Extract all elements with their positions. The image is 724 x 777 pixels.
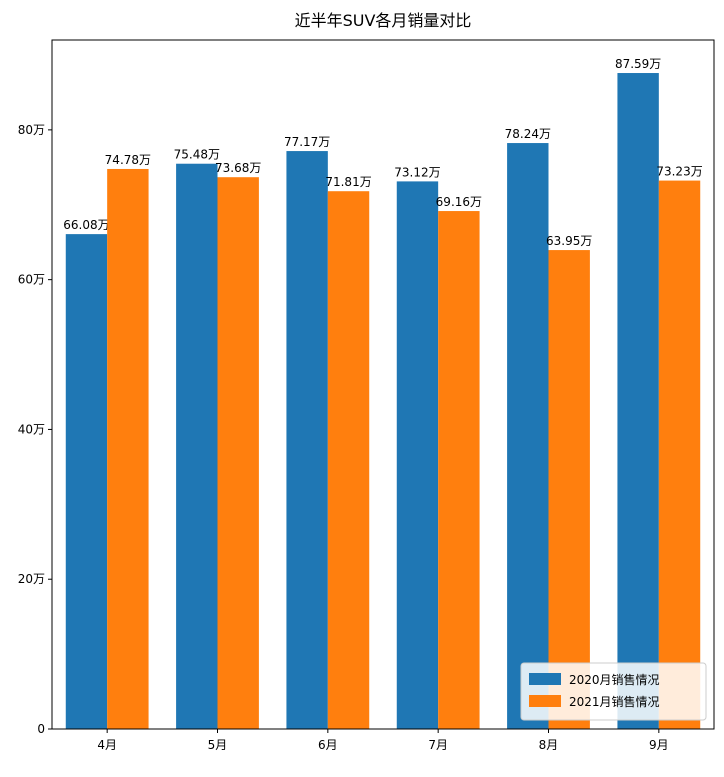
x-tick-label: 7月 bbox=[428, 738, 448, 752]
data-label-2020-4: 73.12万 bbox=[394, 165, 440, 179]
y-tick-label: 60万 bbox=[18, 273, 45, 287]
data-label-2021-2: 73.68万 bbox=[215, 161, 261, 175]
x-tick-label: 9月 bbox=[649, 738, 669, 752]
data-label-2021-1: 74.78万 bbox=[105, 153, 151, 167]
data-label-2021-4: 69.16万 bbox=[436, 195, 482, 209]
bar-2020-3 bbox=[286, 151, 328, 730]
bar-2020-5 bbox=[507, 143, 549, 730]
y-tick-label: 20万 bbox=[18, 572, 45, 586]
x-tick-label: 4月 bbox=[97, 738, 117, 752]
bar-2021-6 bbox=[658, 180, 701, 729]
legend-swatch-2021 bbox=[529, 695, 561, 707]
legend-label-2021: 2021月销售情况 bbox=[569, 694, 660, 709]
axes-frame bbox=[51, 39, 715, 730]
bar-2021-2 bbox=[217, 177, 259, 729]
data-label-2020-6: 87.59万 bbox=[615, 57, 661, 71]
chart-title: 近半年SUV各月销量对比 bbox=[295, 11, 472, 30]
data-label-2020-5: 78.24万 bbox=[505, 127, 551, 141]
data-label-2021-6: 73.23万 bbox=[656, 165, 702, 179]
data-label-2021-3: 71.81万 bbox=[325, 175, 371, 189]
legend: 2020月销售情况 2021月销售情况 bbox=[520, 662, 707, 721]
data-label-2021-5: 63.95万 bbox=[546, 234, 592, 248]
bar-2020-2 bbox=[176, 163, 218, 729]
bar-2021-5 bbox=[548, 250, 590, 729]
y-tick-label: 0 bbox=[37, 722, 45, 736]
bar-2021-1 bbox=[107, 168, 149, 729]
bar-2020-1 bbox=[65, 234, 108, 729]
legend-box bbox=[520, 662, 707, 721]
data-label-2020-3: 77.17万 bbox=[284, 135, 330, 149]
y-tick-label: 40万 bbox=[18, 422, 45, 436]
x-tick-label: 5月 bbox=[208, 738, 228, 752]
y-tick-label: 80万 bbox=[18, 123, 45, 137]
bar-2021-4 bbox=[438, 211, 480, 729]
bar-2021-3 bbox=[327, 191, 370, 729]
legend-label-2020: 2020月销售情况 bbox=[569, 672, 660, 687]
legend-swatch-2020 bbox=[529, 673, 561, 685]
data-label-2020-1: 66.08万 bbox=[63, 218, 109, 232]
bar-2020-4 bbox=[396, 181, 439, 729]
x-tick-label: 6月 bbox=[318, 738, 338, 752]
data-label-2020-2: 75.48万 bbox=[174, 148, 220, 162]
x-tick-label: 8月 bbox=[539, 738, 559, 752]
bar-2020-6 bbox=[617, 73, 659, 730]
